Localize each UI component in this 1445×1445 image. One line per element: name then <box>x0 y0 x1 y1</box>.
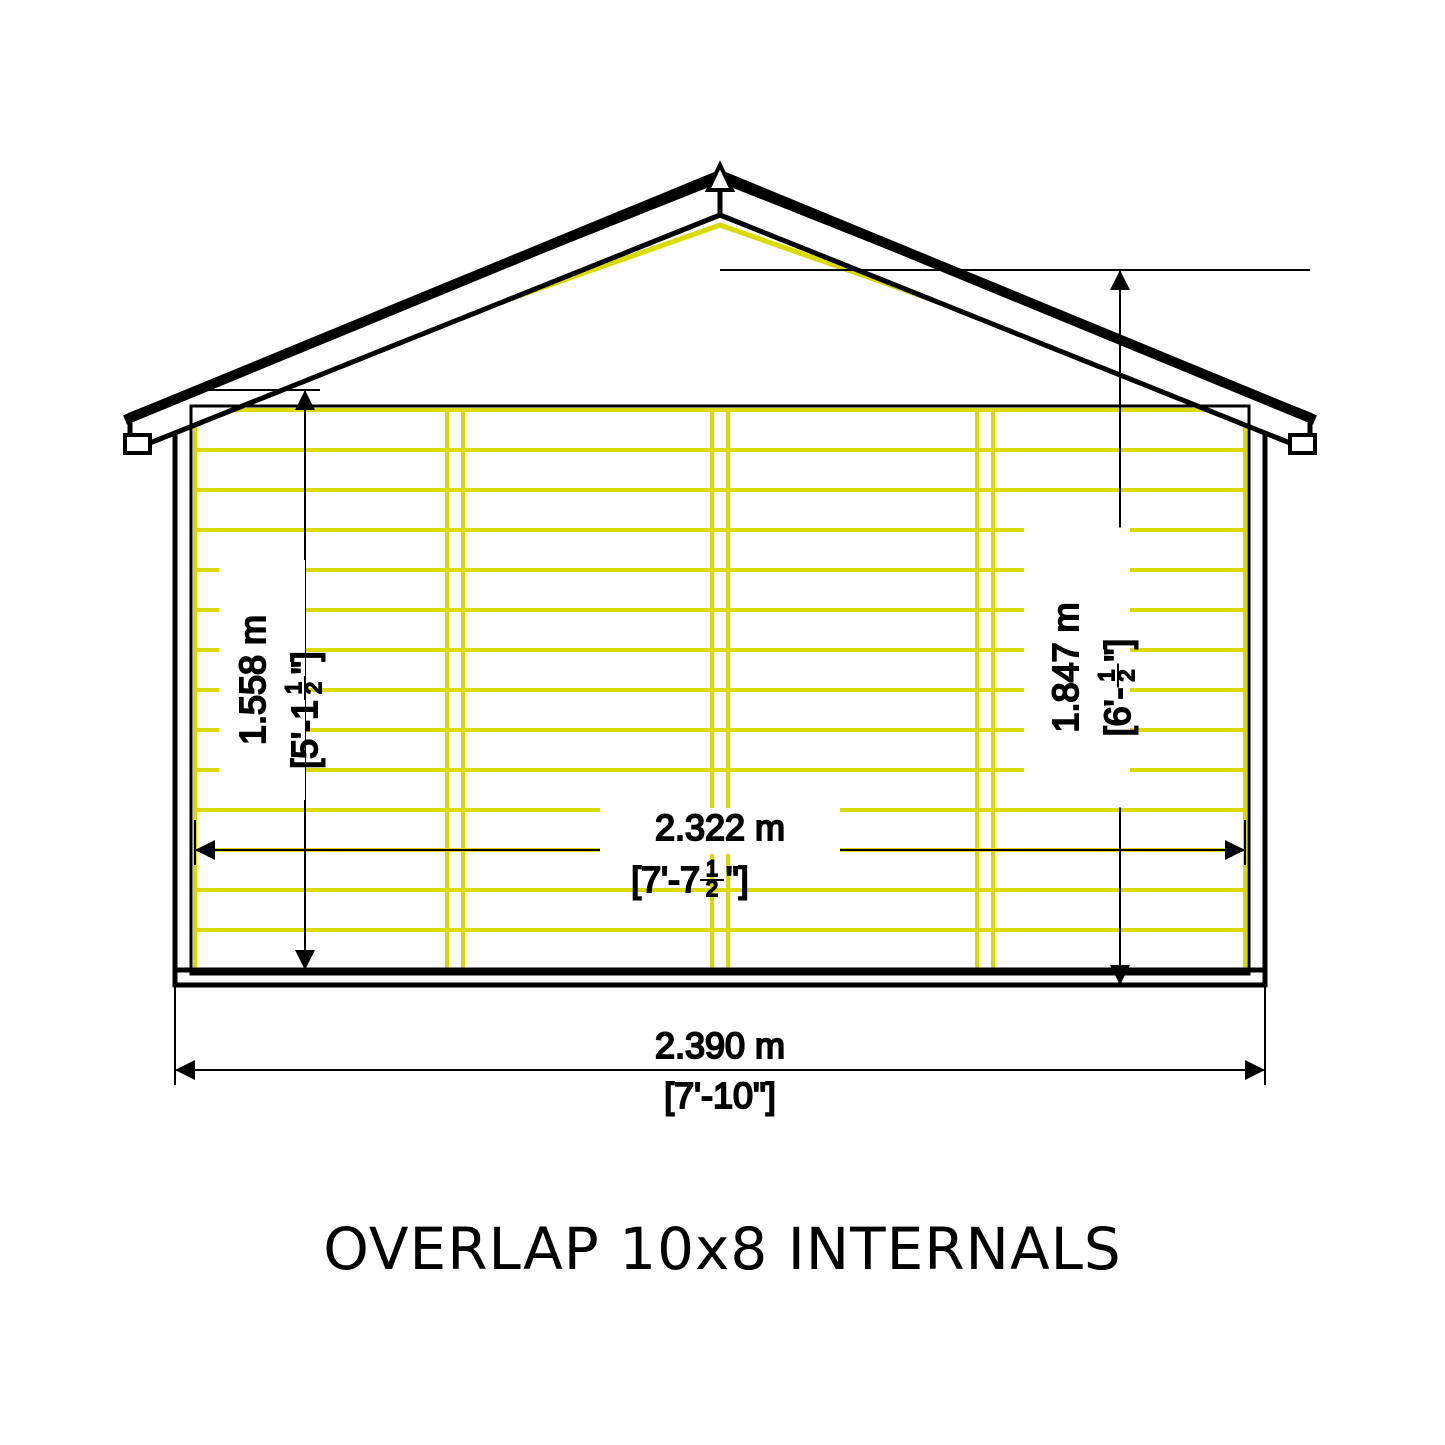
svg-text:[6'-: [6'- <box>1097 688 1138 737</box>
diagram-canvas: 2.390 m[7'-10"]2.322 m[7'-712"]1.558 m[5… <box>0 0 1445 1445</box>
dimensions: 2.390 m[7'-10"]2.322 m[7'-712"]1.558 m[5… <box>175 270 1310 1116</box>
svg-text:1.558 m: 1.558 m <box>232 615 273 745</box>
svg-text:"]: "] <box>1097 639 1138 662</box>
svg-text:2: 2 <box>301 682 326 694</box>
svg-text:"]: "] <box>284 651 325 674</box>
svg-text:1.847 m: 1.847 m <box>1045 602 1086 732</box>
svg-text:2.322 m: 2.322 m <box>655 807 785 848</box>
svg-text:"]: "] <box>726 859 749 900</box>
diagram-title: OVERLAP 10x8 INTERNALS <box>0 1215 1445 1283</box>
svg-text:[7'-10"]: [7'-10"] <box>664 1075 776 1116</box>
svg-text:2: 2 <box>1114 669 1139 681</box>
svg-text:[5'-1: [5'-1 <box>284 700 325 769</box>
svg-text:[7'-7: [7'-7 <box>631 859 700 900</box>
svg-text:2.390 m: 2.390 m <box>655 1025 785 1066</box>
svg-text:2: 2 <box>706 876 718 901</box>
